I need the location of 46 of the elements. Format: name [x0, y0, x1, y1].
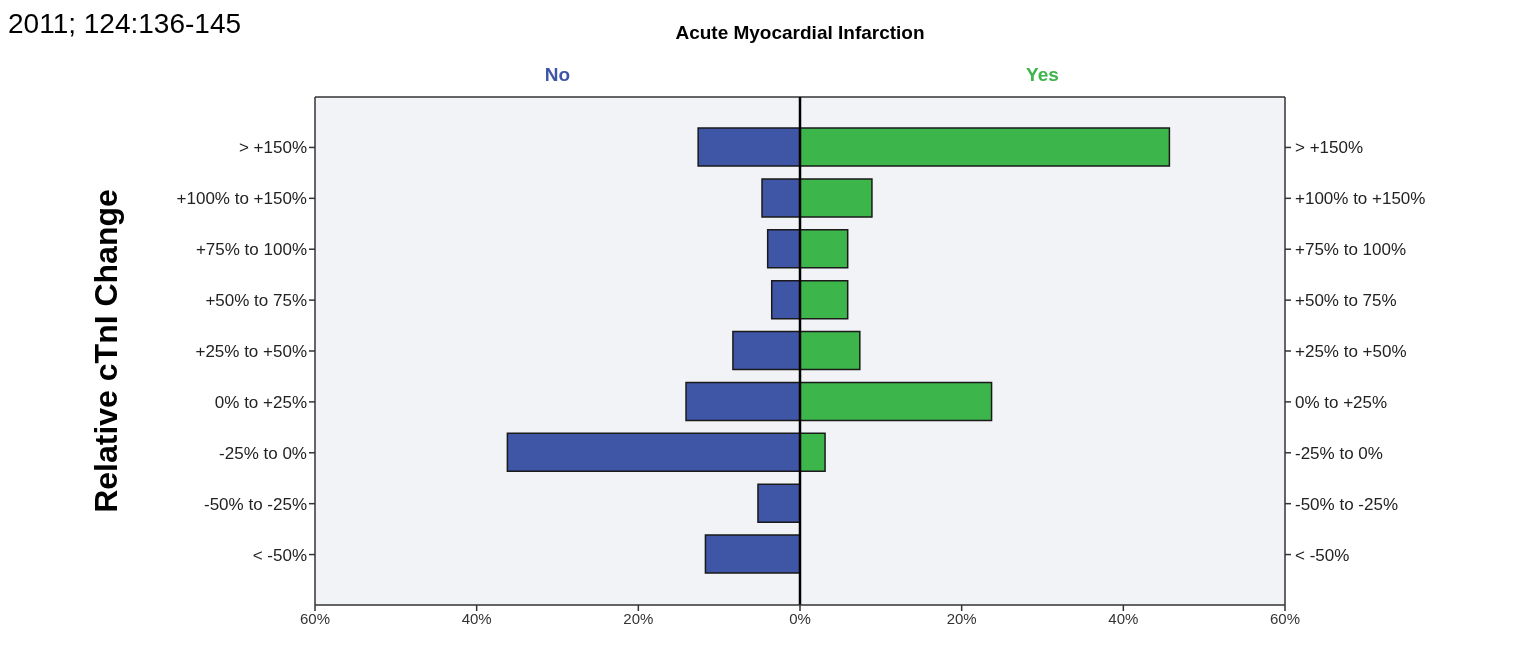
- category-label: -25% to 0%: [1295, 443, 1383, 463]
- x-tick-label: 20%: [946, 609, 977, 627]
- category-label: +25% to +50%: [1295, 342, 1407, 362]
- y-axis-title: Relative cTnI Change: [88, 188, 125, 515]
- category-label: +50% to 75%: [1295, 291, 1397, 311]
- bar: [697, 127, 801, 167]
- y-tick-label: +100% to +150%: [176, 189, 307, 209]
- x-tick-label: 40%: [461, 609, 492, 627]
- bar: [799, 127, 1171, 167]
- chart-title: Acute Myocardial Infarction: [674, 22, 926, 44]
- category-label: -50% to -25%: [1295, 494, 1398, 514]
- category-label: +75% to 100%: [1295, 240, 1407, 260]
- y-tick-label: +75% to 100%: [195, 240, 307, 260]
- y-tick-label: -25% to 0%: [219, 443, 307, 463]
- category-label: > +150%: [1295, 138, 1364, 158]
- x-tick-label: 60%: [299, 609, 331, 627]
- x-tick-label: 0%: [789, 609, 811, 627]
- text: No: [543, 64, 572, 86]
- bar: [685, 381, 801, 422]
- y-tick-label: < -50%: [252, 545, 307, 565]
- bar: [704, 534, 801, 574]
- bar: [761, 178, 801, 218]
- text: Yes: [1025, 64, 1060, 86]
- bar: [799, 178, 873, 218]
- text: 2011; 124:136-145: [8, 8, 242, 40]
- bar: [766, 229, 801, 269]
- bar: [757, 483, 801, 523]
- x-tick-label: 20%: [623, 609, 654, 627]
- bar: [799, 381, 993, 422]
- y-tick-label: -50% to -25%: [204, 494, 307, 514]
- y-tick-label: > +150%: [238, 138, 307, 158]
- y-tick-label: +25% to +50%: [195, 342, 307, 362]
- y-tick-label: 0% to +25%: [214, 392, 307, 412]
- bar: [799, 330, 861, 371]
- category-label: 0% to +25%: [1295, 392, 1388, 412]
- x-tick-label: 60%: [1269, 609, 1301, 627]
- x-tick-label: 40%: [1108, 609, 1139, 627]
- y-tick-label: +50% to 75%: [205, 291, 307, 311]
- bar: [506, 432, 801, 473]
- bar: [770, 279, 801, 320]
- bar: [732, 330, 801, 371]
- bar: [799, 229, 849, 269]
- category-label: +100% to +150%: [1295, 189, 1426, 209]
- category-label: < -50%: [1295, 545, 1350, 565]
- bar: [799, 279, 849, 320]
- bar: [799, 432, 826, 473]
